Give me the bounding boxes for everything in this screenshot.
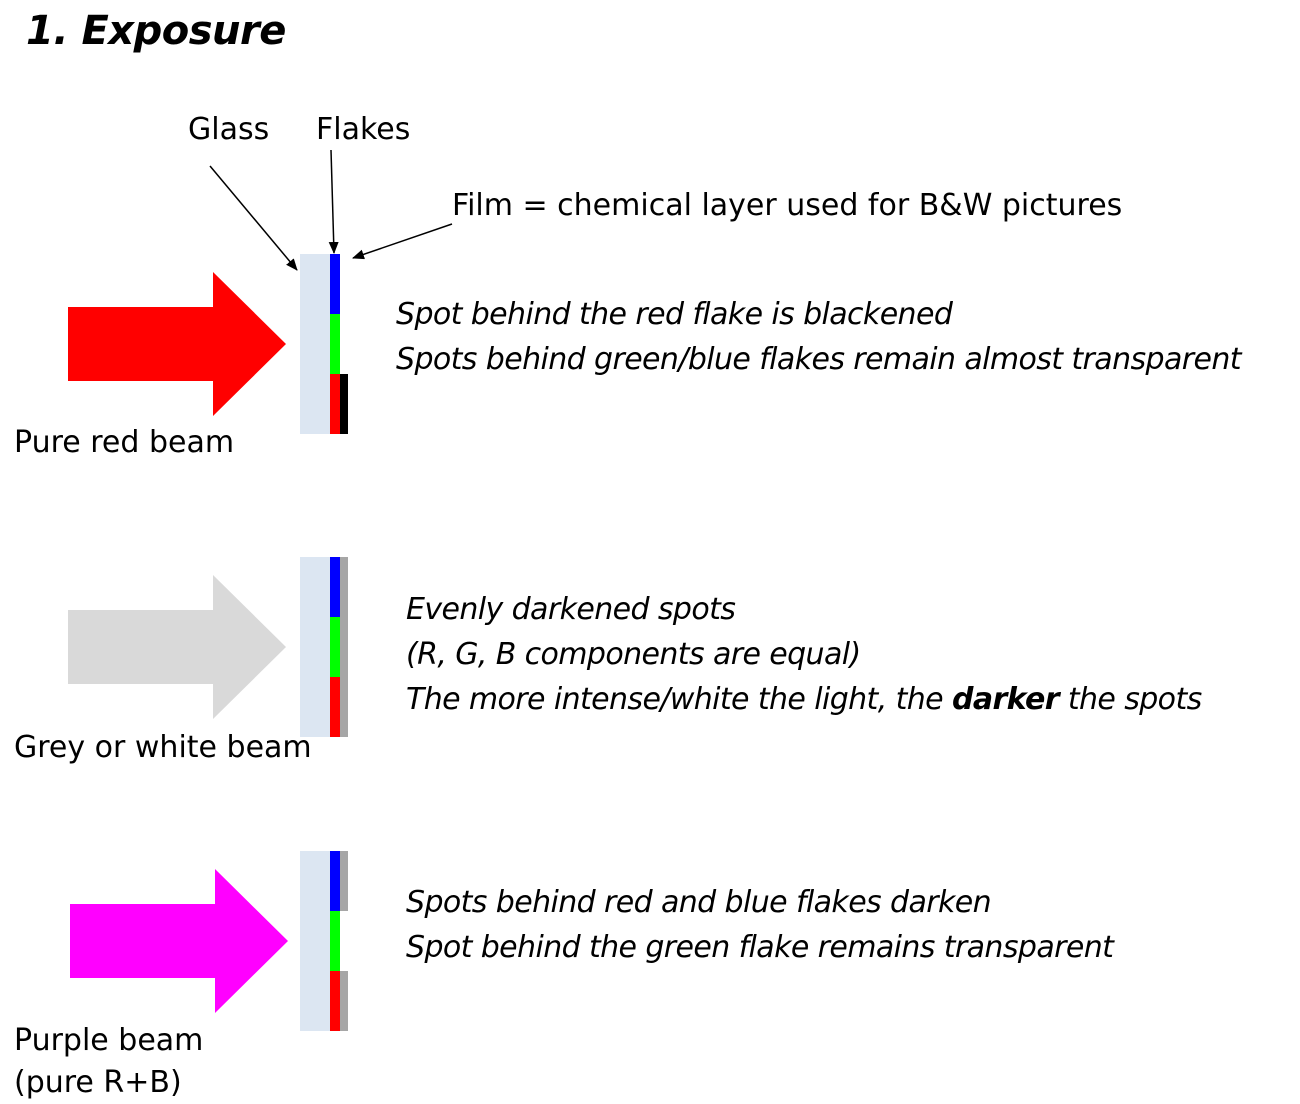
glass-pointer-arrow	[209, 165, 298, 271]
flake-red	[330, 971, 340, 1031]
description-line: The more intense/white the light, the da…	[406, 677, 1202, 722]
description-line: Spot behind the red flake is blackened	[396, 292, 1241, 337]
glass-plate	[300, 254, 330, 434]
beam-label-line: (pure R+B)	[14, 1065, 182, 1100]
flake-red	[330, 374, 340, 434]
description-line: Evenly darkened spots	[406, 587, 1202, 632]
film-spot-blue	[340, 254, 348, 314]
film-spot-blue	[340, 557, 348, 617]
beam-label-line: Purple beam	[14, 1023, 204, 1058]
film-pointer-arrow	[352, 223, 453, 260]
flake-blue	[330, 254, 340, 314]
film-spot-red	[340, 971, 348, 1031]
beam-arrow	[70, 869, 288, 1013]
glass-label: Glass	[188, 112, 270, 147]
beam-arrow	[68, 575, 286, 719]
description-text: Spot behind the red flake is blackened	[396, 297, 953, 332]
beam-label-line: Pure red beam	[14, 425, 235, 460]
description-text: the spots	[1058, 682, 1202, 717]
flake-red	[330, 677, 340, 737]
flake-green	[330, 314, 340, 374]
film-spot-red	[340, 374, 348, 434]
film-spot-green	[340, 617, 348, 677]
flakes-label: Flakes	[316, 112, 411, 147]
flake-blue	[330, 851, 340, 911]
glass-plate	[300, 557, 330, 737]
beam-description: Evenly darkened spots (R, G, B components…	[406, 587, 1202, 722]
description-line: Spot behind the green flake remains tran…	[406, 925, 1114, 970]
beam-description: Spots behind red and blue flakes darken S…	[406, 880, 1114, 970]
beam-label: Purple beam (pure R+B)	[14, 1020, 203, 1104]
film-label: Film = chemical layer used for B&W pictu…	[452, 188, 1123, 223]
film-spot-green	[340, 314, 348, 374]
description-text: (R, G, B components are equal)	[406, 637, 861, 672]
description-line: Spots behind red and blue flakes darken	[406, 880, 1113, 925]
film-spot-blue	[340, 851, 348, 911]
description-text: Spots behind green/blue flakes remain al…	[396, 342, 1242, 377]
glass-plate	[300, 851, 330, 1031]
beam-arrow	[68, 272, 286, 416]
flake-green	[330, 617, 340, 677]
beam-description: Spot behind the red flake is blackened Sp…	[396, 292, 1242, 382]
description-text: Spots behind red and blue flakes darken	[406, 885, 992, 920]
beam-label: Grey or white beam	[14, 727, 312, 769]
beam-label-line: Grey or white beam	[14, 730, 312, 765]
description-text: Spot behind the green flake remains tran…	[406, 930, 1114, 965]
film-spot-red	[340, 677, 348, 737]
film-spot-green	[340, 911, 348, 971]
beam-label: Pure red beam	[14, 422, 234, 464]
flakes-pointer-arrow	[328, 149, 339, 254]
description-text: Evenly darkened spots	[406, 592, 736, 627]
description-line: (R, G, B components are equal)	[406, 632, 1202, 677]
description-text: The more intense/white the light, the	[406, 682, 952, 717]
flake-blue	[330, 557, 340, 617]
description-line: Spots behind green/blue flakes remain al…	[396, 337, 1242, 382]
emphasis-text: darker	[951, 682, 1060, 717]
flake-green	[330, 911, 340, 971]
page-title: 1. Exposure	[26, 8, 286, 54]
